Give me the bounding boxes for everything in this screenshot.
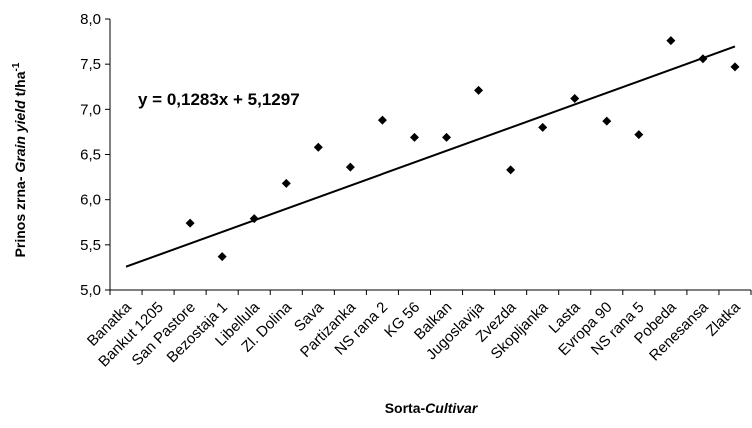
y-tick-label: 6,5 xyxy=(80,147,101,164)
data-point xyxy=(666,36,676,46)
data-point xyxy=(698,54,708,64)
data-point xyxy=(634,130,644,140)
y-axis-ticks: 5,0 5,5 6,0 6,5 7,0 7,5 8,0 xyxy=(80,11,110,299)
y-tick-label: 5,0 xyxy=(80,282,101,299)
data-point xyxy=(377,115,387,125)
y-tick-label: 7,5 xyxy=(80,56,101,73)
data-point xyxy=(249,214,259,224)
y-axis-title-part2: Grain yield xyxy=(12,100,28,173)
y-axis-title-part1: Prinos zrna- xyxy=(12,173,28,258)
y-tick-label: 6,0 xyxy=(80,192,101,209)
y-tick-label: 7,0 xyxy=(80,101,101,118)
y-axis-title-part3: t/ha xyxy=(12,71,28,100)
data-point xyxy=(506,165,516,175)
data-point xyxy=(185,218,195,228)
category-label: Zlatka xyxy=(703,298,744,339)
data-point xyxy=(570,93,580,103)
data-point xyxy=(538,122,548,132)
data-points xyxy=(185,36,740,262)
data-point xyxy=(281,178,291,188)
data-point xyxy=(602,116,612,126)
trendline xyxy=(125,45,736,268)
x-axis-ticks xyxy=(109,290,752,295)
y-tick-label: 8,0 xyxy=(80,11,101,28)
trendline-equation: y = 0,1283x + 5,1297 xyxy=(138,90,300,109)
data-point xyxy=(474,85,484,95)
x-axis-title-part1: Sorta- xyxy=(385,400,426,416)
y-axis-title-sup: -1 xyxy=(11,62,22,71)
data-point xyxy=(217,252,227,262)
y-axis-title: Prinos zrna- Grain yield t/ha-1 xyxy=(11,62,28,257)
x-axis-title: Sorta-Cultivar xyxy=(385,400,479,416)
data-point xyxy=(442,132,452,142)
data-point xyxy=(313,142,323,152)
x-axis-title-part2: Cultivar xyxy=(425,400,479,416)
data-point xyxy=(409,132,419,142)
data-point xyxy=(345,162,355,172)
y-tick-label: 5,5 xyxy=(80,237,101,254)
data-point xyxy=(730,62,740,72)
